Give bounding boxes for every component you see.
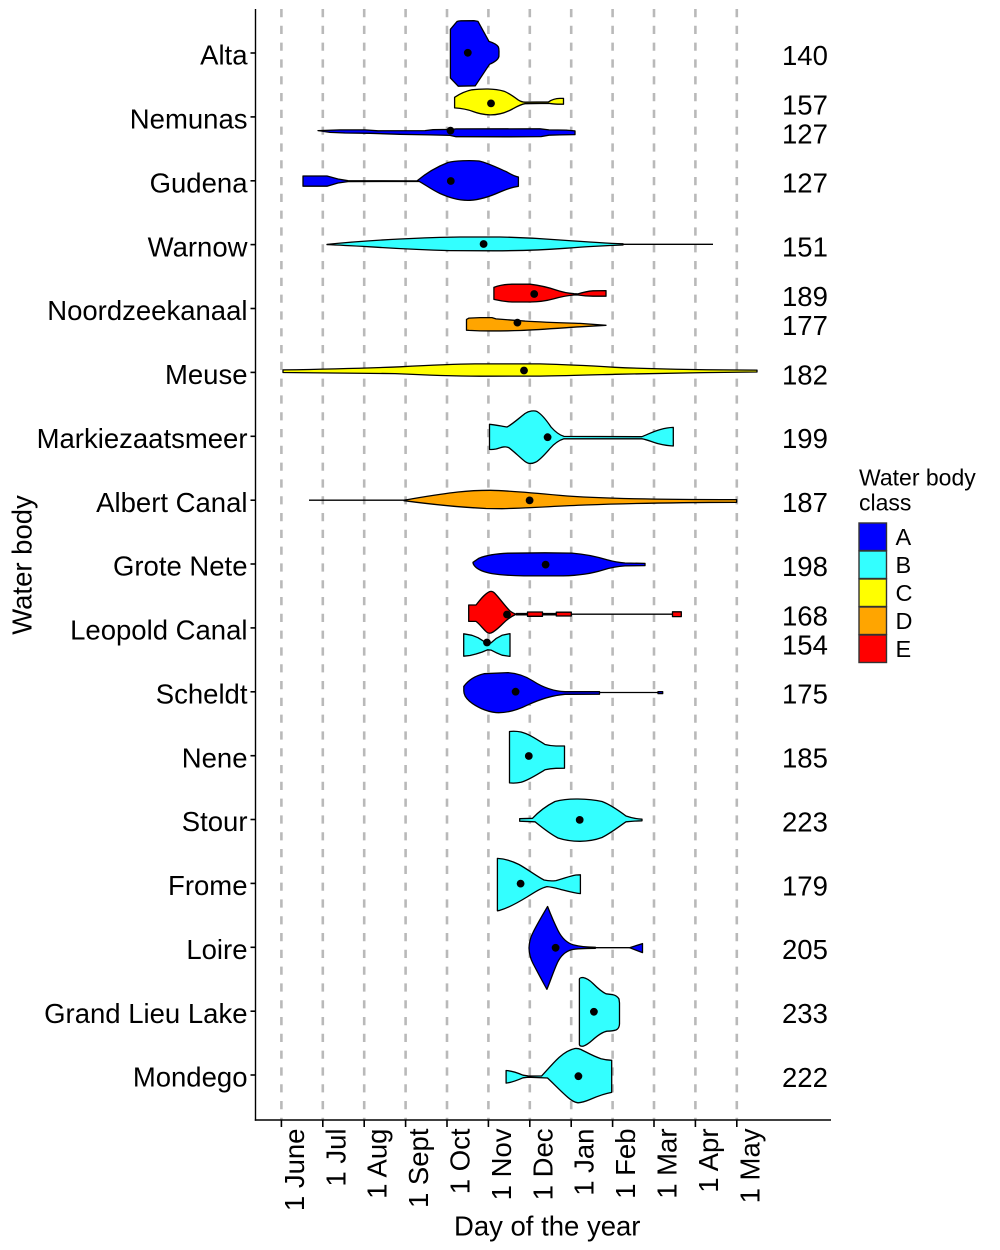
svg-text:Frome: Frome — [168, 870, 247, 901]
svg-text:1 Dec: 1 Dec — [527, 1128, 558, 1200]
svg-text:1 Jul: 1 Jul — [320, 1129, 351, 1187]
svg-text:205: 205 — [782, 934, 828, 965]
svg-text:157: 157 — [782, 89, 828, 120]
svg-text:class: class — [859, 489, 911, 515]
svg-text:Grand Lieu Lake: Grand Lieu Lake — [44, 998, 247, 1029]
svg-text:198: 198 — [782, 551, 828, 582]
svg-text:179: 179 — [782, 870, 828, 901]
svg-text:182: 182 — [782, 359, 828, 390]
svg-text:Nemunas: Nemunas — [130, 104, 248, 135]
svg-text:Grote Nete: Grote Nete — [113, 551, 248, 582]
svg-text:Mondego: Mondego — [133, 1062, 248, 1093]
svg-text:127: 127 — [782, 168, 828, 199]
svg-text:Warnow: Warnow — [148, 231, 248, 262]
svg-text:1 Feb: 1 Feb — [610, 1129, 641, 1199]
svg-text:233: 233 — [782, 998, 828, 1029]
svg-text:Day of the year: Day of the year — [454, 1211, 640, 1242]
svg-text:222: 222 — [782, 1062, 828, 1093]
svg-text:Nene: Nene — [182, 742, 248, 773]
svg-text:1 Sept: 1 Sept — [403, 1128, 434, 1208]
svg-text:Scheldt: Scheldt — [156, 679, 248, 710]
svg-text:Loire: Loire — [186, 934, 247, 965]
svg-text:177: 177 — [782, 310, 828, 341]
svg-text:1 Nov: 1 Nov — [486, 1128, 517, 1200]
svg-text:1 Jan: 1 Jan — [569, 1129, 600, 1196]
svg-text:140: 140 — [782, 40, 828, 71]
svg-text:187: 187 — [782, 487, 828, 518]
svg-text:A: A — [896, 524, 912, 550]
svg-text:1 Oct: 1 Oct — [445, 1128, 476, 1194]
svg-text:127: 127 — [782, 118, 828, 149]
svg-text:1 Apr: 1 Apr — [693, 1129, 724, 1193]
svg-text:189: 189 — [782, 281, 828, 312]
svg-text:Meuse: Meuse — [165, 359, 248, 390]
svg-text:Markiezaatsmeer: Markiezaatsmeer — [37, 423, 248, 454]
svg-text:199: 199 — [782, 423, 828, 454]
svg-text:Noordzeekanaal: Noordzeekanaal — [47, 295, 247, 326]
svg-text:Albert Canal: Albert Canal — [96, 487, 247, 518]
svg-text:168: 168 — [782, 600, 828, 631]
svg-text:D: D — [896, 608, 913, 634]
svg-text:175: 175 — [782, 679, 828, 710]
svg-text:151: 151 — [782, 231, 828, 262]
svg-text:B: B — [896, 552, 912, 578]
svg-text:185: 185 — [782, 743, 828, 774]
svg-text:Water body: Water body — [859, 465, 976, 491]
svg-text:223: 223 — [782, 806, 828, 837]
svg-text:Stour: Stour — [182, 806, 248, 837]
svg-text:1 Mar: 1 Mar — [652, 1129, 683, 1199]
svg-text:1 June: 1 June — [279, 1129, 310, 1212]
svg-text:Leopold Canal: Leopold Canal — [70, 615, 247, 646]
svg-text:1 Aug: 1 Aug — [362, 1129, 393, 1199]
svg-text:Alta: Alta — [200, 40, 248, 71]
svg-text:1 May: 1 May — [734, 1128, 765, 1203]
svg-text:Gudena: Gudena — [150, 168, 249, 199]
svg-text:154: 154 — [782, 629, 828, 660]
svg-text:E: E — [896, 636, 912, 662]
svg-text:Water body: Water body — [6, 495, 37, 635]
svg-text:C: C — [896, 580, 913, 606]
